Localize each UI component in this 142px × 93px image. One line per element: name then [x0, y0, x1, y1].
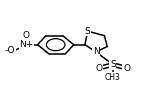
Text: S: S — [85, 27, 91, 36]
Text: O: O — [95, 64, 102, 73]
Text: O: O — [23, 31, 30, 40]
Text: -O: -O — [5, 46, 15, 55]
Text: N: N — [93, 47, 99, 56]
Text: O: O — [123, 64, 130, 73]
Text: S: S — [110, 60, 116, 69]
Text: CH3: CH3 — [105, 73, 121, 82]
Text: N+: N+ — [19, 40, 34, 49]
